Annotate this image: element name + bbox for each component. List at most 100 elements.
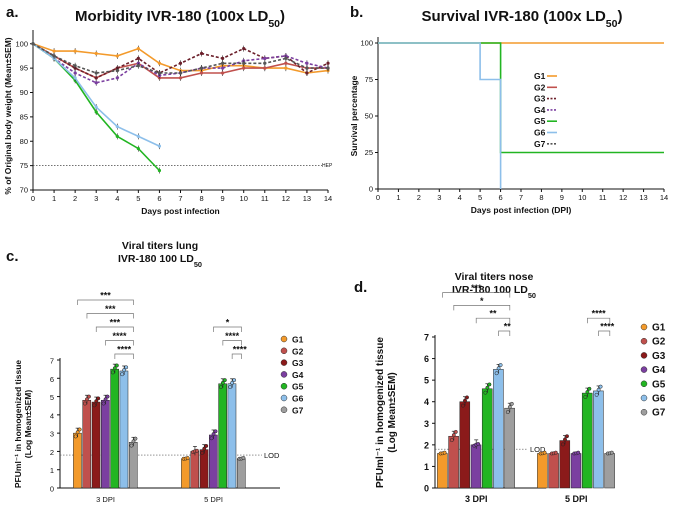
panel-d-y-label-line1: PFUml⁻¹ in homogenized tissue bbox=[375, 337, 386, 488]
panel-d-letter: d. bbox=[354, 279, 367, 296]
panel-a-point-G1 bbox=[136, 47, 140, 51]
panel-c-legend-label-G7: G7 bbox=[292, 405, 304, 415]
panel-a-point-G1 bbox=[94, 51, 98, 56]
panel-a-point-G7 bbox=[52, 54, 56, 58]
panel-c-point-G3 bbox=[94, 399, 99, 404]
panel-d-y-label-line2: (Log Mean±SEM) bbox=[387, 372, 398, 452]
panel-d-title: Viral titers nose bbox=[455, 271, 534, 283]
panel-c-y-tick-label: 5 bbox=[50, 393, 54, 402]
panel-a-point-G2 bbox=[284, 61, 288, 65]
panel-b-x-tick-label: 1 bbox=[396, 193, 400, 202]
panel-d-point-G3 bbox=[565, 434, 569, 439]
panel-a-point-G2 bbox=[178, 76, 183, 80]
panel-d-point-G3 bbox=[561, 442, 565, 447]
panel-b-x-tick-label: 0 bbox=[376, 193, 380, 202]
panel-d-sig-bracket bbox=[587, 317, 611, 324]
panel-c-bar-G7 bbox=[236, 458, 246, 489]
panel-d-point-G2 bbox=[451, 433, 456, 438]
panel-a-x-tick-label: 4 bbox=[115, 194, 119, 203]
panel-b-x-tick-label: 5 bbox=[478, 193, 482, 202]
panel-c-sig-label: *** bbox=[105, 304, 116, 314]
panel-a-point-G2 bbox=[242, 66, 246, 70]
panel-c-sig-bracket bbox=[95, 326, 134, 332]
panel-d-bar-G7 bbox=[504, 407, 515, 489]
panel-c-bar-G4 bbox=[101, 399, 110, 489]
panel-c-point-G7 bbox=[129, 443, 134, 448]
panel-b-legend-label-G7: G7 bbox=[534, 139, 546, 149]
panel-c-point-G2 bbox=[83, 401, 87, 406]
panel-d-bar-G6 bbox=[493, 369, 504, 489]
panel-d-point-G5 bbox=[585, 390, 590, 394]
panel-c-sig-label: **** bbox=[225, 331, 240, 341]
panel-a-letter: a. bbox=[6, 4, 19, 21]
panel-c-sig-bracket bbox=[77, 299, 134, 305]
panel-c-sig-bracket bbox=[213, 326, 242, 332]
panel-a-point-G7 bbox=[199, 66, 204, 70]
panel-a-point-G7 bbox=[157, 71, 162, 75]
panel-c-point-G6 bbox=[228, 385, 233, 390]
panel-d-legend-swatch-G6 bbox=[640, 394, 648, 402]
panel-c-point-G4 bbox=[105, 394, 110, 399]
panel-a-point-G7 bbox=[263, 61, 267, 65]
panel-d-legend-label-G2: G2 bbox=[652, 337, 666, 348]
panel-b-series-G6 bbox=[378, 42, 502, 189]
panel-c-point-G1 bbox=[185, 456, 190, 460]
panel-d-bar-G5 bbox=[481, 388, 493, 489]
panel-c-sig-bracket bbox=[105, 340, 134, 346]
panel-c-sig-label: **** bbox=[233, 345, 248, 355]
panel-a-point-G6 bbox=[73, 76, 77, 80]
panel-d-y-tick-label: 5 bbox=[424, 376, 429, 386]
panel-b-x-tick-label: 14 bbox=[660, 193, 668, 202]
panel-c-bar-G1 bbox=[181, 458, 190, 489]
panel-d-point-G6 bbox=[596, 387, 601, 392]
panel-c-lod-label: LOD bbox=[264, 451, 280, 460]
panel-a-point-G6 bbox=[157, 144, 162, 148]
panel-a-point-G5 bbox=[115, 134, 119, 138]
panel-d-bar-G7 bbox=[604, 453, 615, 489]
panel-b-legend-label-G2: G2 bbox=[534, 82, 546, 92]
panel-c-point-G3 bbox=[202, 446, 207, 451]
panel-a-point-G3 bbox=[305, 71, 309, 75]
panel-c-legend-label-G1: G1 bbox=[292, 335, 304, 345]
panel-c-legend-label-G6: G6 bbox=[292, 394, 304, 404]
panel-c-bar-G7 bbox=[128, 442, 138, 489]
panel-c-sig-bracket bbox=[222, 340, 242, 346]
panel-a-point-G1 bbox=[157, 61, 162, 65]
panel-a-x-tick-label: 13 bbox=[303, 194, 311, 203]
panel-d-y-tick-label: 6 bbox=[424, 354, 429, 364]
panel-a-y-label: % of Original body weight (Mean±SEM) bbox=[3, 37, 13, 194]
panel-a-point-G7 bbox=[31, 42, 35, 46]
panel-b-x-tick-label: 4 bbox=[458, 193, 462, 202]
panel-d-bar-G3 bbox=[559, 440, 571, 489]
panel-a-point-G7 bbox=[305, 66, 309, 70]
panel-a-point-G2 bbox=[221, 71, 225, 75]
panel-a-point-G4 bbox=[221, 66, 225, 70]
panel-a-x-tick-label: 9 bbox=[221, 194, 225, 203]
panel-d-point-G6 bbox=[598, 384, 603, 389]
panel-a-point-G5 bbox=[157, 168, 162, 173]
panel-a-point-G7 bbox=[178, 71, 183, 75]
panel-c-point-G6 bbox=[232, 378, 237, 383]
panel-c-point-G7 bbox=[133, 436, 138, 441]
panel-a-point-G4 bbox=[115, 76, 119, 80]
panel-d-bar-G2 bbox=[548, 453, 559, 489]
panel-d-point-G6 bbox=[498, 363, 503, 367]
panel-c-y-tick-label: 0 bbox=[50, 485, 54, 494]
panel-d-legend-label-G3: G3 bbox=[652, 351, 666, 362]
panel-c-y-tick-label: 3 bbox=[50, 430, 54, 439]
panel-d-point-G1 bbox=[542, 450, 547, 455]
panel-c-y-tick-label: 2 bbox=[50, 448, 54, 457]
panel-c-bar-G6 bbox=[227, 383, 237, 489]
panel-c-legend-swatch-G5 bbox=[280, 382, 288, 390]
panel-a-point-G1 bbox=[115, 54, 119, 58]
panel-d-point-G5 bbox=[587, 386, 592, 391]
panel-c-legend-swatch-G6 bbox=[280, 394, 288, 402]
panel-a-x-tick-label: 7 bbox=[178, 194, 182, 203]
panel-b-y-tick-label: 0 bbox=[369, 185, 373, 194]
panel-d-bar-G2 bbox=[448, 435, 459, 489]
panel-c-bar-G1 bbox=[73, 432, 82, 489]
panel-c-point-G6 bbox=[120, 372, 125, 377]
panel-d-point-G7 bbox=[505, 410, 510, 415]
panel-c-point-G4 bbox=[209, 436, 214, 441]
